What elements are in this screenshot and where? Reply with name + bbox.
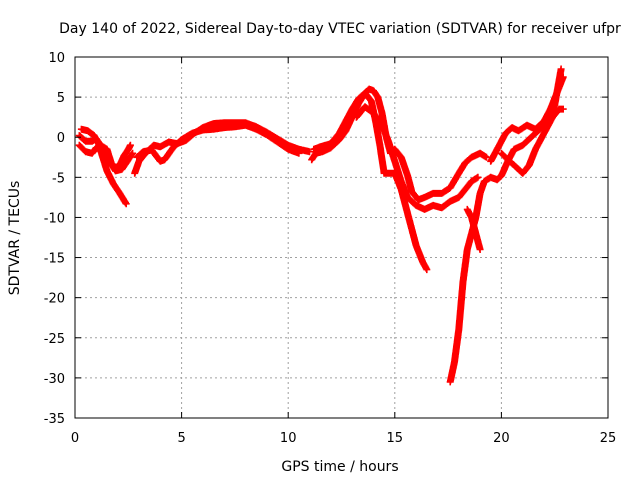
- plot-frame: [74, 56, 609, 419]
- y-tick-label: -25: [44, 332, 65, 347]
- y-tick-label: -5: [52, 171, 65, 186]
- x-tick-label: 5: [177, 431, 185, 446]
- y-tick-label: -10: [44, 211, 65, 226]
- series-5: [133, 121, 303, 165]
- y-tick-label: -30: [44, 372, 65, 387]
- series-10: [463, 205, 484, 253]
- x-tick-label: 15: [387, 431, 404, 446]
- series-8-markers: [352, 103, 482, 213]
- series-5-markers: [133, 121, 303, 165]
- x-tick-label: 10: [280, 431, 297, 446]
- y-tick-label: 5: [57, 91, 65, 106]
- series-10-markers: [463, 205, 484, 253]
- series-12: [497, 105, 567, 177]
- x-tick-label: 20: [493, 431, 510, 446]
- y-tick-label: 10: [48, 51, 65, 66]
- series-11: [487, 73, 567, 165]
- x-axis-label: GPS time / hours: [281, 459, 398, 475]
- y-axis-label: SDTVAR / TECUs: [7, 181, 23, 296]
- x-tick-label: 25: [600, 431, 617, 446]
- x-tick-label: 0: [71, 431, 79, 446]
- series-8: [352, 103, 482, 213]
- series-3-markers: [75, 141, 137, 175]
- series-12-markers: [497, 105, 567, 177]
- grid-lines: [75, 57, 608, 418]
- y-tick-label: -20: [44, 292, 65, 307]
- y-tick-label: 0: [57, 131, 65, 146]
- chart-title: Day 140 of 2022, Sidereal Day-to-day VTE…: [59, 21, 621, 37]
- y-tick-label: -15: [44, 252, 65, 267]
- y-tick-label: -35: [44, 412, 65, 427]
- axis-ticks: 0 5 10 15 20 25 -35 -30 -25 -20 -15 -10 -5 0 5 10: [44, 51, 617, 446]
- series-3: [75, 141, 137, 175]
- series-11-markers: [487, 73, 567, 165]
- data-points: [75, 65, 567, 386]
